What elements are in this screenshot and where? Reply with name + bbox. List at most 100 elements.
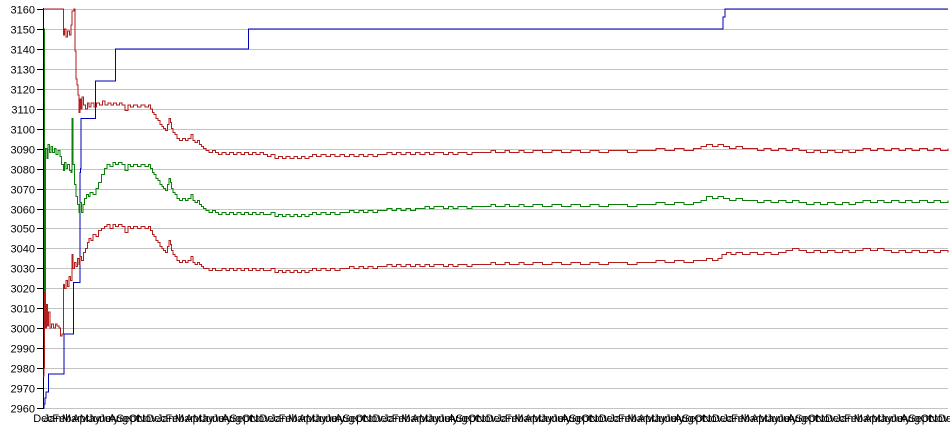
x-tick-label: Sept (116, 413, 139, 425)
y-tick-label: 3040 (11, 244, 35, 256)
y-tick-label: 3070 (11, 185, 35, 197)
x-tick-label: Sept (908, 413, 931, 425)
x-tick-label: Mar (288, 413, 307, 425)
x-tick-label: Nov (476, 413, 496, 425)
x-tick-label: Aug (674, 413, 694, 425)
x-tick-label: Nov (929, 413, 949, 425)
x-tick-label: Apr (185, 413, 202, 425)
x-tick-label: Oct (581, 413, 598, 425)
y-tick-label: 3130 (11, 65, 35, 77)
x-tick-label: Sept (682, 413, 705, 425)
series-blue-step-line (43, 8, 948, 409)
x-tick-label: Mar (175, 413, 194, 425)
y-tick-label: 2980 (11, 364, 35, 376)
x-tick-label: Dec (146, 413, 166, 425)
x-tick-label: Sept (795, 413, 818, 425)
y-tick-label: 3150 (11, 25, 35, 37)
x-tick-label: Jan (270, 413, 288, 425)
x-tick-label: Dec (260, 413, 280, 425)
x-tick-label: May (532, 413, 553, 425)
y-tick-label: 3160 (11, 5, 35, 17)
x-tick-label: July (778, 413, 798, 425)
x-tick-label: July (891, 413, 911, 425)
x-tick-label: July (439, 413, 459, 425)
x-tick-label: July (99, 413, 119, 425)
x-tick-label: Apr (638, 413, 655, 425)
x-tick-label: June (314, 413, 338, 425)
x-tick-label: Aug (561, 413, 581, 425)
x-tick-label: Feb (279, 413, 298, 425)
x-tick-label: Dec (938, 413, 950, 425)
x-tick-label: Aug (448, 413, 468, 425)
x-tick-label: Oct (921, 413, 938, 425)
y-tick-label: 3140 (11, 45, 35, 57)
x-tick-label: Dec (712, 413, 732, 425)
y-tick-label: 3060 (11, 205, 35, 217)
y-tick-label: 3050 (11, 224, 35, 236)
x-tick-label: Apr (751, 413, 768, 425)
x-tick-label: May (759, 413, 780, 425)
x-tick-label: Aug (335, 413, 355, 425)
x-tick-label: Oct (129, 413, 146, 425)
x-tick-label: Apr (298, 413, 315, 425)
y-tick-label: 3000 (11, 324, 35, 336)
x-tick-label: July (552, 413, 572, 425)
y-tick-label: 3030 (11, 264, 35, 276)
x-tick-label: May (872, 413, 893, 425)
y-tick-label: 2960 (11, 404, 35, 416)
x-tick-label: Feb (166, 413, 185, 425)
x-tick-label: July (665, 413, 685, 425)
series-red-lower-line (43, 224, 949, 377)
y-tick-label: 2990 (11, 344, 35, 356)
x-tick-label: May (80, 413, 101, 425)
y-tick-label: 3020 (11, 284, 35, 296)
x-tick-label: July (325, 413, 345, 425)
x-tick-label: June (201, 413, 225, 425)
x-tick-label: Sept (569, 413, 592, 425)
x-tick-label: June (88, 413, 112, 425)
x-tick-label: Sept (230, 413, 253, 425)
x-tick-label: Mar (514, 413, 533, 425)
x-tick-label: Jan (383, 413, 401, 425)
x-tick-label: Aug (222, 413, 242, 425)
x-tick-label: Feb (618, 413, 637, 425)
x-tick-label: Apr (72, 413, 89, 425)
y-axis-ticks (37, 9, 43, 409)
x-tick-label: Oct (694, 413, 711, 425)
x-tick-label: July (212, 413, 232, 425)
x-tick-label: Apr (525, 413, 542, 425)
x-tick-label: May (419, 413, 440, 425)
x-tick-label: Mar (62, 413, 81, 425)
x-tick-label: Oct (468, 413, 485, 425)
x-tick-label: Apr (412, 413, 429, 425)
x-tick-label: June (879, 413, 903, 425)
y-tick-label: 3120 (11, 85, 35, 97)
y-tick-label: 3010 (11, 304, 35, 316)
series-green-middle-line (43, 28, 949, 295)
x-axis-labels: DecJanFebMarAprMayJuneJulyAugSeptOctNovD… (33, 413, 950, 425)
x-tick-label: Aug (787, 413, 807, 425)
x-tick-label: Apr (864, 413, 881, 425)
x-tick-label: Feb (844, 413, 863, 425)
x-tick-label: Dec (373, 413, 393, 425)
x-tick-label: Dec (825, 413, 845, 425)
x-tick-label: June (540, 413, 564, 425)
x-tick-label: June (653, 413, 677, 425)
x-tick-label: Jan (609, 413, 627, 425)
x-tick-label: Sept (343, 413, 366, 425)
y-tick-label: 3110 (11, 105, 35, 117)
x-tick-label: Dec (33, 413, 53, 425)
x-tick-label: Mar (854, 413, 873, 425)
x-tick-label: May (306, 413, 327, 425)
x-tick-label: June (427, 413, 451, 425)
x-tick-label: Aug (109, 413, 129, 425)
x-tick-label: May (645, 413, 666, 425)
x-tick-label: Dec (599, 413, 619, 425)
x-tick-label: Jan (496, 413, 514, 425)
x-tick-label: Nov (250, 413, 270, 425)
x-tick-label: Feb (52, 413, 71, 425)
y-tick-label: 3080 (11, 165, 35, 177)
x-tick-label: Nov (703, 413, 723, 425)
x-tick-label: May (193, 413, 214, 425)
